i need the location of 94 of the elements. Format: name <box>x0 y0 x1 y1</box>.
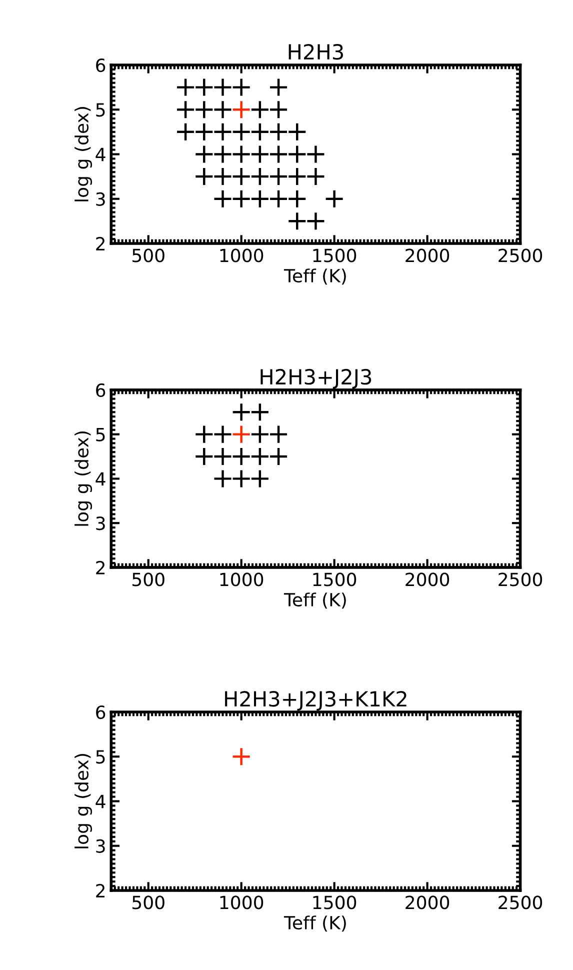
point <box>194 424 214 444</box>
point <box>306 212 326 231</box>
point <box>250 402 270 422</box>
point <box>250 446 270 466</box>
point <box>213 100 232 120</box>
point <box>250 122 270 142</box>
y-tick-label: 2 <box>96 560 104 574</box>
y-axis-title: log g (dex) <box>74 432 92 526</box>
point <box>268 144 288 164</box>
y-tick-label: 3 <box>96 839 105 853</box>
x-axis-title: Teff (K) <box>284 916 346 932</box>
chart-title: H2H3 <box>288 44 343 60</box>
y-tick-label: 6 <box>96 58 106 72</box>
point <box>288 189 307 208</box>
x-tick-label: 1500 <box>313 572 356 586</box>
point <box>232 469 251 488</box>
x-tick-label: 2500 <box>498 248 542 262</box>
point <box>288 166 307 186</box>
point <box>232 78 251 97</box>
point <box>306 144 326 164</box>
point <box>194 446 214 466</box>
point <box>268 424 288 444</box>
x-axis-title: Teff (K) <box>284 268 346 285</box>
point <box>288 212 307 231</box>
point <box>250 424 270 444</box>
y-tick-label: 3 <box>96 192 105 206</box>
point <box>213 189 232 208</box>
point <box>213 446 232 466</box>
x-tick-label: 1000 <box>220 896 264 910</box>
point <box>324 189 344 208</box>
point <box>176 78 196 97</box>
point <box>213 122 232 142</box>
x-tick-label: 500 <box>132 248 164 262</box>
point <box>250 189 270 208</box>
point <box>194 122 214 142</box>
point <box>176 122 196 142</box>
point <box>250 100 270 120</box>
point <box>213 144 232 164</box>
y-tick-label: 2 <box>96 236 104 250</box>
point <box>194 166 214 186</box>
x-tick-label: 1000 <box>220 572 264 586</box>
point <box>268 78 288 97</box>
x-tick-label: 500 <box>132 572 164 586</box>
point <box>306 166 326 186</box>
point <box>194 144 214 164</box>
point <box>213 424 232 444</box>
chart-title: H2H3+J2J3+K1K2 <box>225 690 406 711</box>
x-tick-label: 2000 <box>406 572 450 586</box>
y-tick-label: 2 <box>96 884 104 898</box>
point <box>213 78 232 97</box>
point <box>288 144 307 164</box>
point <box>268 446 288 466</box>
point <box>250 144 270 164</box>
y-tick-label: 3 <box>96 516 105 530</box>
point <box>213 166 232 186</box>
point <box>268 166 288 186</box>
x-tick-label: 500 <box>132 896 164 910</box>
y-tick-label: 6 <box>96 383 106 398</box>
point <box>213 469 232 488</box>
x-tick-label: 2500 <box>498 896 542 910</box>
point <box>232 144 251 164</box>
point <box>232 166 251 186</box>
y-tick-label: 5 <box>96 103 105 117</box>
point <box>232 446 251 466</box>
y-tick-label: 6 <box>96 705 106 720</box>
point <box>176 100 196 120</box>
point <box>232 100 251 120</box>
x-axis-title: Teff (K) <box>284 592 346 609</box>
y-axis-title: log g (dex) <box>74 107 92 202</box>
point <box>194 78 214 97</box>
y-tick-label: 4 <box>96 148 106 162</box>
point <box>250 166 270 186</box>
point <box>268 100 288 120</box>
x-tick-label: 1500 <box>313 896 356 910</box>
x-tick-label: 2500 <box>498 572 542 586</box>
point <box>268 122 288 142</box>
point <box>268 189 288 208</box>
y-tick-label: 5 <box>96 750 105 764</box>
x-tick-label: 1500 <box>313 248 356 262</box>
point <box>232 424 251 444</box>
x-tick-label: 2000 <box>406 248 450 262</box>
y-tick-label: 4 <box>96 472 106 486</box>
x-tick-label: 1000 <box>220 248 264 262</box>
point <box>232 122 251 142</box>
y-tick-label: 4 <box>96 794 106 808</box>
point <box>232 402 251 422</box>
point <box>288 122 307 142</box>
y-axis-title: log g (dex) <box>74 754 92 848</box>
x-tick-label: 2000 <box>406 896 450 910</box>
point <box>250 469 270 488</box>
point <box>194 100 214 120</box>
point <box>232 189 251 208</box>
chart-title: H2H3+J2J3 <box>260 368 372 389</box>
y-tick-label: 5 <box>96 428 105 442</box>
